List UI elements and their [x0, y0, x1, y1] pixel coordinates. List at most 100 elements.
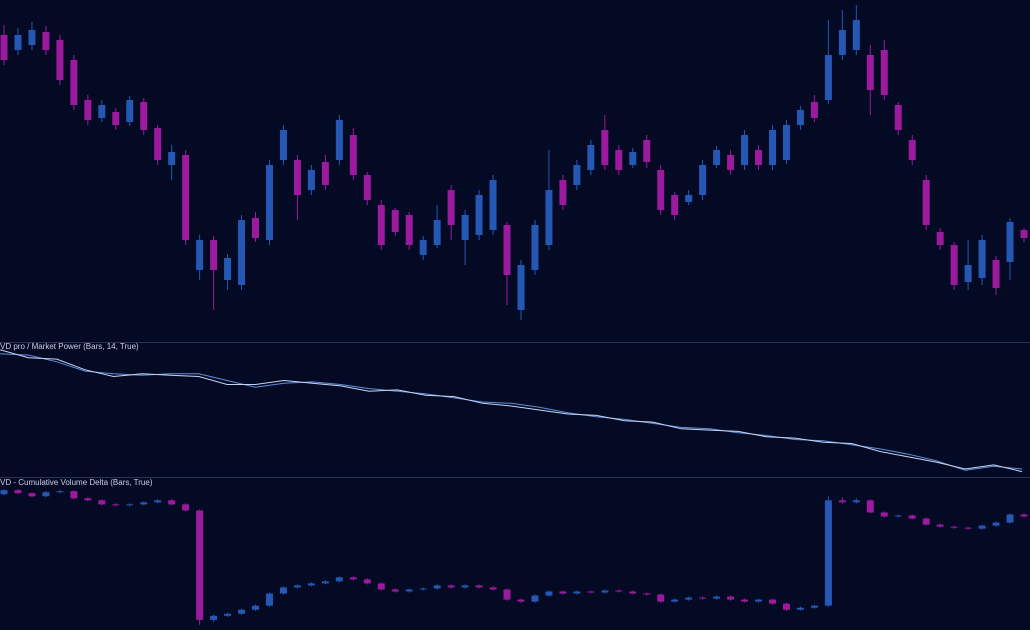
candle-body: [252, 605, 260, 610]
candle-body: [657, 594, 665, 602]
candle-body: [727, 155, 735, 170]
candle-body: [824, 500, 832, 606]
candle-body: [992, 260, 1000, 288]
candle-body: [14, 490, 22, 494]
candle-body: [238, 220, 246, 285]
candle-body: [238, 609, 246, 614]
candle-body: [363, 579, 371, 584]
candle-body: [922, 180, 930, 225]
pane-title: VD - Cumulative Volume Delta (Bars, True…: [0, 478, 153, 487]
candle-body: [601, 590, 609, 593]
candle-body: [196, 240, 204, 270]
candle-body: [824, 55, 832, 100]
candle-body: [727, 596, 735, 600]
candle-body: [587, 145, 595, 170]
candle-body: [629, 591, 637, 594]
candle-body: [671, 599, 679, 602]
candle-body: [419, 588, 427, 590]
candle-body: [461, 215, 469, 240]
candle-body: [978, 240, 986, 278]
candle-body: [279, 130, 287, 160]
candle-body: [950, 245, 958, 285]
candle-body: [335, 577, 343, 582]
candle-body: [56, 491, 64, 493]
candle-body: [657, 170, 665, 210]
candle-body: [615, 150, 623, 170]
candle-body: [559, 591, 567, 594]
candle-body: [377, 583, 385, 590]
candle-body: [1006, 514, 1014, 523]
candle-body: [796, 607, 804, 610]
indicator-line: [0, 349, 1023, 473]
candle-body: [224, 258, 232, 280]
candle-body: [154, 128, 162, 160]
candle-body: [377, 205, 385, 245]
candle-body: [964, 527, 972, 529]
candle-body: [1020, 230, 1028, 238]
candle-body: [838, 30, 846, 55]
candle-body: [699, 597, 707, 599]
candle-body: [321, 162, 329, 185]
candle-body: [545, 591, 553, 596]
candle-body: [503, 589, 511, 600]
candle-body: [210, 615, 218, 620]
candle-body: [419, 240, 427, 255]
candle-body: [475, 585, 483, 588]
candle-body: [685, 195, 693, 202]
candle-body: [643, 593, 651, 595]
candle-body: [475, 195, 483, 235]
candle-body: [908, 515, 916, 519]
candle-body: [936, 524, 944, 527]
candle-body: [922, 518, 930, 525]
candle-body: [489, 587, 497, 590]
candle-body: [349, 135, 357, 175]
candle-body: [168, 500, 176, 505]
candle-body: [810, 605, 818, 608]
candle-body: [182, 155, 190, 240]
candle-body: [880, 512, 888, 517]
candle-body: [168, 152, 176, 165]
candle-body: [279, 587, 287, 594]
candle-body: [307, 170, 315, 190]
candle-body: [573, 165, 581, 185]
candle-body: [14, 35, 22, 50]
candle-body: [28, 30, 36, 45]
candle-body: [992, 522, 1000, 526]
candle-body: [112, 504, 120, 506]
candle-body: [782, 603, 790, 610]
candle-body: [433, 585, 441, 589]
candle-body: [391, 210, 399, 232]
candle-body: [224, 613, 232, 616]
candle-body: [28, 493, 36, 497]
candle-body: [140, 502, 148, 505]
candle-body: [1006, 222, 1014, 262]
candle-body: [517, 265, 525, 310]
candle-body: [433, 220, 441, 245]
candle-body: [741, 599, 749, 602]
candle-body: [42, 492, 50, 497]
candle-body: [531, 225, 539, 270]
candle-body: [0, 35, 8, 60]
pane-title: VD pro / Market Power (Bars, 14, True): [0, 342, 139, 351]
candle-body: [447, 190, 455, 225]
candle-body: [852, 20, 860, 50]
candle-body: [1020, 514, 1028, 517]
candle-body: [587, 591, 595, 593]
candle-body: [699, 165, 707, 195]
candle-body: [154, 500, 162, 503]
candle-body: [964, 265, 972, 282]
candle-body: [84, 498, 92, 501]
candle-body: [573, 591, 581, 594]
candle-body: [307, 583, 315, 586]
candle-body: [321, 581, 329, 584]
candle-body: [335, 120, 343, 160]
candle-body: [768, 599, 776, 604]
candle-body: [950, 526, 958, 528]
candle-body: [140, 102, 148, 130]
candle-body: [182, 504, 190, 511]
candle-body: [210, 240, 218, 270]
candle-body: [559, 180, 567, 205]
candle-body: [349, 577, 357, 580]
